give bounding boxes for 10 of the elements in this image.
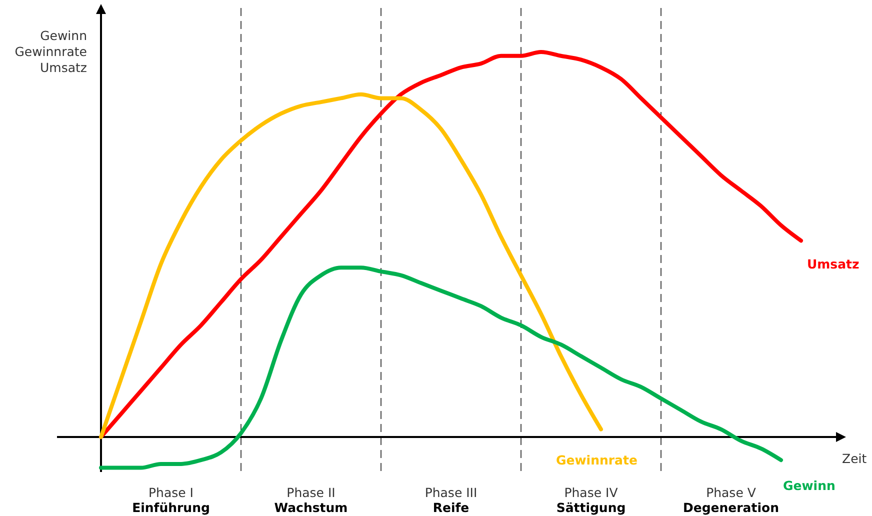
series-label: Umsatz: [807, 256, 860, 272]
x-axis-title: Zeit: [842, 451, 867, 466]
text: Phase I Einführung: [132, 485, 210, 515]
y-axis-title: Gewinn Gewinnrate Umsatz: [14, 28, 88, 75]
series-label: Gewinn: [783, 478, 836, 494]
text: Phase II Wachstum: [274, 485, 348, 515]
text: Phase V Degeneration: [682, 485, 780, 515]
text: Gewinnrate: [556, 452, 638, 468]
text: Phase IV Sättigung: [556, 485, 626, 515]
text: Phase III Reife: [424, 485, 478, 515]
